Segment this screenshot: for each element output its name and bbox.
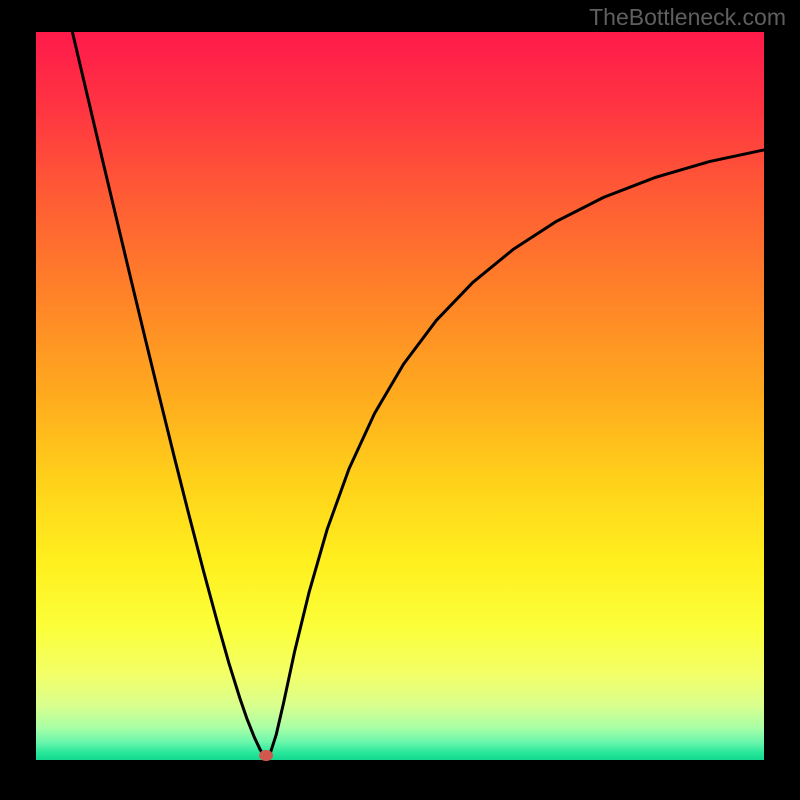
bottleneck-chart [0,0,800,800]
minimum-marker [259,750,273,761]
chart-stage: TheBottleneck.com [0,0,800,800]
plot-background [36,32,764,760]
